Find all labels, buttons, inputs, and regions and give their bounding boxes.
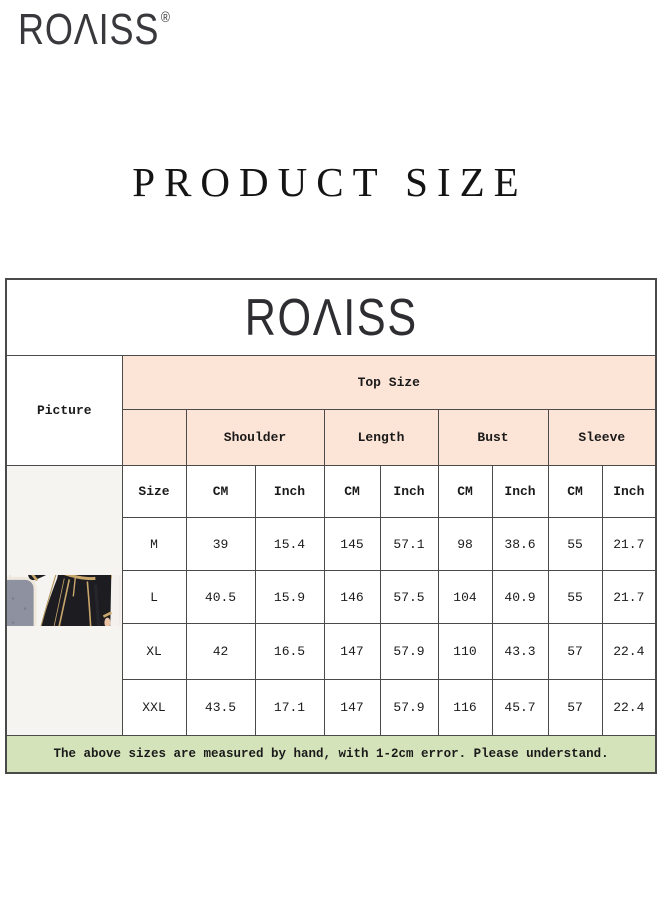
footer-note-row: The above sizes are measured by hand, wi… [5, 735, 657, 774]
brand-logo: ROΛISS ® [18, 8, 170, 52]
value-cell: 21.7 [601, 517, 657, 571]
group-header-row: Picture Top Size [5, 355, 657, 466]
size-label: XXL [121, 679, 187, 736]
product-photo [5, 465, 123, 736]
value-cell: 15.9 [254, 570, 325, 624]
value-cell: 22.4 [601, 623, 657, 680]
picture-column-header: Picture [5, 355, 123, 466]
value-cell: 57.9 [379, 623, 439, 680]
value-cell: 57 [547, 623, 603, 680]
value-cell: 110 [437, 623, 493, 680]
size-label: L [121, 570, 187, 624]
value-cell: 43.5 [185, 679, 256, 736]
units-header-cm: CM [547, 465, 603, 518]
table-logo-cell: ROΛISS [5, 278, 657, 356]
value-cell: 57.9 [379, 679, 439, 736]
brand-logo-text: ROΛISS [18, 5, 160, 54]
value-cell: 40.9 [491, 570, 549, 624]
value-cell: 147 [323, 679, 381, 736]
value-cell: 40.5 [185, 570, 256, 624]
units-header-inch: Inch [379, 465, 439, 518]
footer-note: The above sizes are measured by hand, wi… [5, 735, 657, 774]
units-header-size: Size [121, 465, 187, 518]
value-cell: 57.5 [379, 570, 439, 624]
size-table: ROΛISS Picture Top Size Shoulder Length … [5, 278, 658, 774]
measurement-header-row: Shoulder Length Bust Sleeve [6, 409, 657, 466]
page-title: PRODUCT SIZE [132, 159, 528, 205]
value-cell: 39 [185, 517, 256, 571]
value-cell: 16.5 [254, 623, 325, 680]
value-cell: 22.4 [601, 679, 657, 736]
units-header-row: Size CM Inch CM Inch CM Inch CM Inch [5, 465, 657, 736]
size-row-xl: XL 42 16.5 147 57.9 110 43.3 57 22.4 [6, 623, 657, 680]
value-cell: 57.1 [379, 517, 439, 571]
table-brand-logo: ROΛISS [244, 288, 418, 347]
units-header-inch: Inch [601, 465, 657, 518]
spacer-cell [121, 409, 187, 466]
units-header-inch: Inch [254, 465, 325, 518]
model-figure [28, 575, 113, 626]
group-header-top-size: Top Size [121, 355, 657, 410]
value-cell: 38.6 [491, 517, 549, 571]
product-photo-illustration [7, 575, 121, 626]
registered-trademark-icon: ® [160, 9, 171, 26]
value-cell: 17.1 [254, 679, 325, 736]
value-cell: 57 [547, 679, 603, 736]
column-header-bust: Bust [437, 409, 549, 466]
table-logo-row: ROΛISS [5, 278, 657, 356]
column-header-length: Length [323, 409, 439, 466]
size-row-xxl: XXL 43.5 17.1 147 57.9 116 45.7 57 22.4 [6, 679, 657, 736]
value-cell: 146 [323, 570, 381, 624]
value-cell: 98 [437, 517, 493, 571]
units-header-inch: Inch [491, 465, 549, 518]
value-cell: 43.3 [491, 623, 549, 680]
column-header-sleeve: Sleeve [547, 409, 657, 466]
size-label: M [121, 517, 187, 571]
value-cell: 104 [437, 570, 493, 624]
units-header-cm: CM [185, 465, 256, 518]
units-header-cm: CM [323, 465, 381, 518]
value-cell: 15.4 [254, 517, 325, 571]
size-label: XL [121, 623, 187, 680]
units-header-cm: CM [437, 465, 493, 518]
value-cell: 147 [323, 623, 381, 680]
column-header-shoulder: Shoulder [185, 409, 325, 466]
value-cell: 145 [323, 517, 381, 571]
chair [7, 576, 37, 626]
value-cell: 45.7 [491, 679, 549, 736]
value-cell: 55 [547, 570, 603, 624]
value-cell: 42 [185, 623, 256, 680]
value-cell: 116 [437, 679, 493, 736]
value-cell: 21.7 [601, 570, 657, 624]
value-cell: 55 [547, 517, 603, 571]
